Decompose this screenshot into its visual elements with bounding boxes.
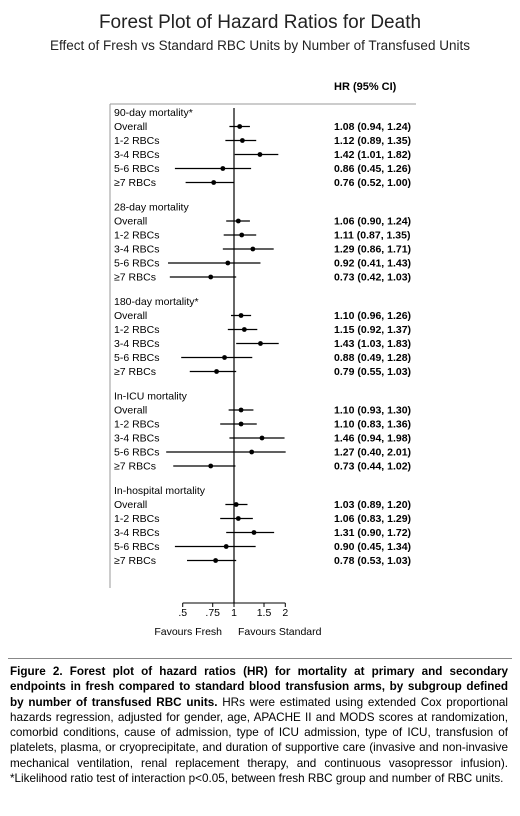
row-label: 5-6 RBCs: [114, 447, 160, 459]
hr-ci-value: 1.29 (0.86, 1.71): [334, 244, 411, 256]
hr-ci-value: 0.79 (0.55, 1.03): [334, 366, 411, 378]
group-title: 180-day mortality*: [114, 296, 199, 308]
hr-point: [239, 232, 245, 238]
figure-caption: Figure 2. Forest plot of hazard ratios (…: [10, 664, 508, 786]
row-label: ≥7 RBCs: [114, 177, 156, 189]
hr-point: [213, 558, 219, 563]
x-tick-label: 2: [282, 607, 288, 619]
hr-ci-value: 1.15 (0.92, 1.37): [334, 324, 411, 336]
row-label: 1-2 RBCs: [114, 135, 160, 147]
hr-ci-value: 0.78 (0.53, 1.03): [334, 555, 411, 567]
hr-point: [258, 341, 263, 346]
hr-point: [238, 313, 244, 318]
row-label: 5-6 RBCs: [114, 163, 160, 175]
hr-point: [208, 274, 214, 280]
hr-ci-value: 1.10 (0.93, 1.30): [334, 405, 411, 417]
row-label: Overall: [114, 310, 147, 322]
hr-point: [257, 152, 263, 157]
row-label: 3-4 RBCs: [114, 433, 160, 445]
hr-point: [238, 421, 244, 427]
left-favours-label: Favours Fresh: [154, 626, 222, 638]
column-header: HR (95% CI): [334, 81, 397, 93]
row-label: Overall: [114, 499, 147, 511]
row-label: 3-4 RBCs: [114, 338, 160, 350]
hr-point: [238, 407, 244, 413]
row-label: 1-2 RBCs: [114, 230, 160, 242]
hr-ci-value: 1.43 (1.03, 1.83): [334, 338, 411, 350]
caption-bold: Figure 2. Forest plot of hazard ratios (…: [10, 665, 508, 709]
hr-ci-value: 0.90 (0.45, 1.34): [334, 541, 411, 553]
hr-point: [237, 124, 243, 129]
row-label: Overall: [114, 405, 147, 417]
hr-point: [235, 218, 241, 224]
hr-point: [239, 138, 245, 143]
row-label: Overall: [114, 121, 147, 133]
group-title: In-ICU mortality: [114, 391, 188, 403]
hr-point: [220, 166, 226, 171]
row-label: ≥7 RBCs: [114, 272, 156, 284]
row-label: ≥7 RBCs: [114, 555, 156, 567]
row-label: 3-4 RBCs: [114, 527, 160, 539]
hr-ci-value: 1.10 (0.96, 1.26): [334, 310, 411, 322]
hr-ci-value: 0.92 (0.41, 1.43): [334, 258, 411, 270]
row-label: 1-2 RBCs: [114, 324, 160, 336]
hr-ci-value: 1.06 (0.90, 1.24): [334, 216, 411, 228]
row-label: 5-6 RBCs: [114, 541, 160, 553]
hr-point: [223, 544, 229, 549]
hr-point: [235, 516, 241, 521]
group-title: 90-day mortality*: [114, 107, 193, 119]
hr-ci-value: 0.88 (0.49, 1.28): [334, 352, 411, 364]
x-tick-label: .5: [178, 607, 187, 619]
row-label: ≥7 RBCs: [114, 461, 156, 473]
hr-ci-value: 1.12 (0.89, 1.35): [334, 135, 411, 147]
right-favours-label: Favours Standard: [238, 626, 322, 638]
hr-ci-value: 1.27 (0.40, 2.01): [334, 447, 411, 459]
group-title: 28-day mortality: [114, 202, 189, 214]
hr-ci-value: 1.42 (1.01, 1.82): [334, 149, 411, 161]
row-label: 1-2 RBCs: [114, 419, 160, 431]
row-label: 1-2 RBCs: [114, 513, 160, 525]
hr-ci-value: 0.73 (0.42, 1.03): [334, 272, 411, 284]
hr-ci-value: 1.10 (0.83, 1.36): [334, 419, 411, 431]
hr-point: [251, 530, 257, 535]
chart-title: Forest Plot of Hazard Ratios for Death: [98, 12, 422, 33]
row-label: Overall: [114, 216, 147, 228]
row-label: 5-6 RBCs: [114, 352, 160, 364]
forest-plot-figure: Forest Plot of Hazard Ratios for Death E…: [50, 12, 470, 638]
hr-ci-value: 0.86 (0.45, 1.26): [334, 163, 411, 175]
hr-point: [208, 463, 214, 469]
hr-point: [233, 502, 239, 507]
hr-point: [225, 260, 231, 266]
hr-point: [222, 355, 227, 360]
hr-point: [250, 246, 256, 252]
hr-point: [259, 435, 265, 441]
hr-ci-value: 0.76 (0.52, 1.00): [334, 177, 411, 189]
caption-divider: [8, 658, 512, 659]
x-tick-label: 1: [231, 607, 237, 619]
group-title: In-hospital mortality: [114, 485, 206, 497]
row-label: 3-4 RBCs: [114, 149, 160, 161]
forest-plot-svg: HR (95% CI) 90-day mortality* Overall 1.08 …: [109, 81, 416, 638]
row-label: 3-4 RBCs: [114, 244, 160, 256]
hr-ci-value: 1.11 (0.87, 1.35): [334, 230, 410, 242]
hr-ci-value: 1.46 (0.94, 1.98): [334, 433, 411, 445]
hr-point: [249, 449, 255, 455]
x-tick-label: 1.5: [257, 607, 272, 619]
hr-point: [211, 180, 217, 185]
hr-ci-value: 1.06 (0.83, 1.29): [334, 513, 411, 525]
hr-ci-value: 0.73 (0.44, 1.02): [334, 461, 411, 473]
hr-ci-value: 1.31 (0.90, 1.72): [334, 527, 411, 539]
caption-text: HRs were estimated using extended Cox pr…: [10, 695, 508, 786]
hr-point: [241, 327, 247, 332]
row-label: 5-6 RBCs: [114, 258, 160, 270]
hr-ci-value: 1.08 (0.94, 1.24): [334, 121, 411, 133]
chart-subtitle: Effect of Fresh vs Standard RBC Units by…: [50, 38, 470, 53]
row-label: ≥7 RBCs: [114, 366, 156, 378]
x-tick-label: .75: [205, 607, 220, 619]
hr-point: [214, 369, 219, 374]
hr-ci-value: 1.03 (0.89, 1.20): [334, 499, 411, 511]
